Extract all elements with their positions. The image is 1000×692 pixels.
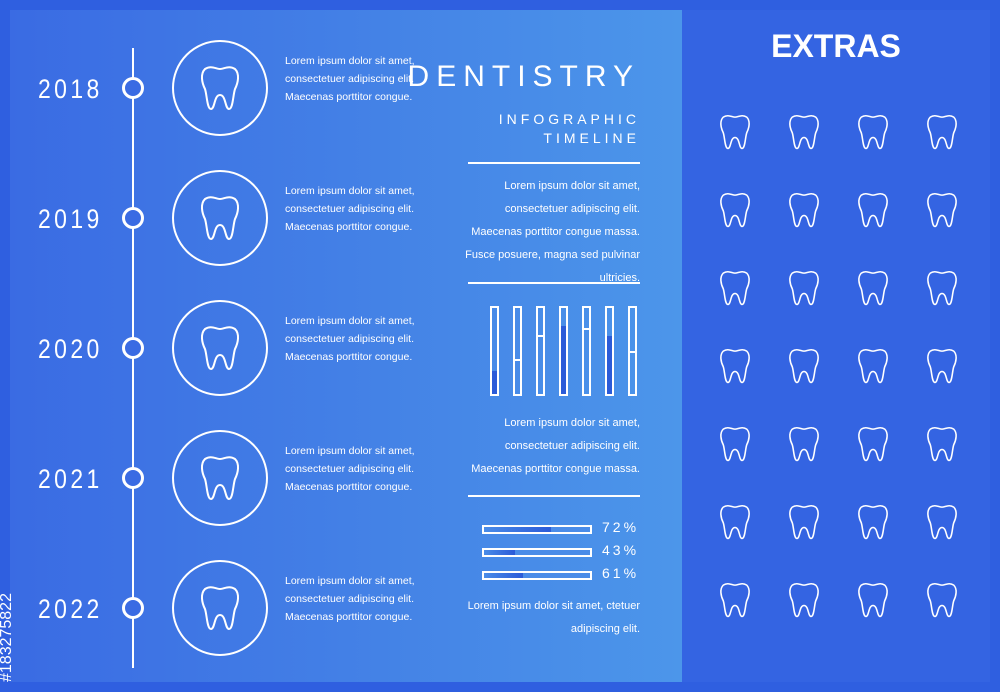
tooth-cavity-icon: [172, 300, 268, 396]
timeline-marker: [122, 77, 144, 99]
pill-icon: [710, 107, 760, 157]
vertical-bar: [605, 306, 614, 396]
tooth-crown-icon: [848, 185, 898, 235]
paragraph-2: Lorem ipsum dolor sit amet, consectetuer…: [471, 417, 640, 475]
year-label: 2018: [38, 74, 103, 104]
timeline-item: 2018 Lorem ipsum dolor sit amet, consect…: [10, 40, 430, 140]
decayed-tooth-icon: [917, 185, 967, 235]
molecule-icon: [848, 341, 898, 391]
dental-implant-icon: [848, 263, 898, 313]
year-label: 2019: [38, 204, 103, 234]
caduceus-icon: [779, 107, 829, 157]
timeline-item: 2021 Lorem ipsum dolor sit amet, consect…: [10, 430, 430, 530]
dental-chair-icon: [710, 497, 760, 547]
tooth-root-icon: [779, 497, 829, 547]
timeline-item: 2020 Lorem ipsum dolor sit amet, consect…: [10, 300, 430, 400]
paragraph-1: Lorem ipsum dolor sit amet, consectetuer…: [465, 180, 640, 284]
braces-icon: [779, 419, 829, 469]
watermark-id: #183275822: [0, 593, 15, 682]
toothbrush-icon: [917, 497, 967, 547]
decayed-tooth-icon: [172, 40, 268, 136]
infographic-panel: 2018 Lorem ipsum dolor sit amet, consect…: [10, 10, 682, 682]
progress-bar: [482, 525, 592, 534]
timeline-text: Lorem ipsum dolor sit amet, consectetuer…: [285, 55, 415, 103]
extras-title: EXTRAS: [771, 28, 901, 64]
progress-label: 72%: [602, 519, 640, 535]
subtitle: INFOGRAPHIC TIMELINE: [498, 111, 640, 146]
flasks-icon: [779, 185, 829, 235]
sparkling-tooth-icon: [172, 170, 268, 266]
tooth-check-icon: [710, 419, 760, 469]
timeline-text: Lorem ipsum dolor sit amet, consectetuer…: [285, 575, 415, 623]
vertical-bar: [582, 306, 591, 396]
toothbrush-icon: [172, 560, 268, 656]
vertical-bar: [513, 306, 522, 396]
vertical-bar: [628, 306, 637, 396]
vertical-bar: [559, 306, 568, 396]
first-aid-kit-icon: [710, 263, 760, 313]
extras-panel: EXTRAS: [682, 10, 990, 682]
timeline-marker: [122, 467, 144, 489]
dentist-icon: [710, 341, 760, 391]
timeline-text: Lorem ipsum dolor sit amet, consectetuer…: [285, 315, 415, 363]
patient-chair-icon: [848, 497, 898, 547]
paragraph-3: Lorem ipsum dolor sit amet, ctetuer adip…: [467, 600, 640, 635]
sparkling-tooth-icon: [917, 263, 967, 313]
progress-bar: [482, 548, 592, 557]
xray-icon: [848, 419, 898, 469]
toothpaste-icon: [917, 419, 967, 469]
timeline-text: Lorem ipsum dolor sit amet, consectetuer…: [285, 185, 415, 233]
timeline-marker: [122, 337, 144, 359]
dental-probe-icon: [917, 575, 967, 625]
progress-label: 61%: [602, 565, 640, 581]
dental-mirror-round-icon: [779, 575, 829, 625]
vertical-bar: [490, 306, 499, 396]
progress-label: 43%: [602, 542, 640, 558]
year-label: 2020: [38, 334, 103, 364]
year-label: 2022: [38, 594, 103, 624]
year-label: 2021: [38, 464, 103, 494]
divider: [468, 282, 640, 284]
timeline-item: 2019 Lorem ipsum dolor sit amet, consect…: [10, 170, 430, 270]
timeline-marker: [122, 597, 144, 619]
timeline-text: Lorem ipsum dolor sit amet, consectetuer…: [285, 445, 415, 493]
test-tube-icon: [710, 185, 760, 235]
dental-mirror-icon: [779, 263, 829, 313]
divider: [468, 495, 640, 497]
timeline-marker: [122, 207, 144, 229]
toothpaste-icon: [172, 430, 268, 526]
man-woman-icon: [848, 107, 898, 157]
tooth-icon: [917, 341, 967, 391]
molar-icon: [710, 575, 760, 625]
syringe-icon: [779, 341, 829, 391]
progress-bar: [482, 571, 592, 580]
divider: [468, 162, 640, 164]
page-title: DENTISTRY: [407, 60, 640, 93]
dna-icon: [917, 107, 967, 157]
timeline-item: 2022 Lorem ipsum dolor sit amet, consect…: [10, 560, 430, 660]
vertical-bar: [536, 306, 545, 396]
dental-drill-icon: [848, 575, 898, 625]
